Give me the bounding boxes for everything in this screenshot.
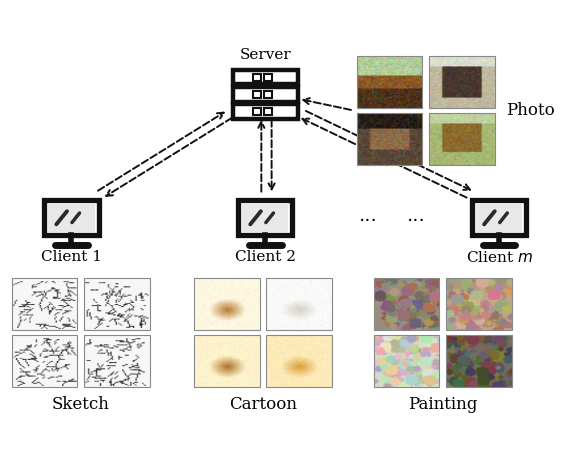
Bar — [233, 87, 298, 102]
Bar — [374, 335, 439, 387]
Bar — [264, 91, 272, 98]
Text: Client $m$: Client $m$ — [466, 250, 533, 265]
Bar — [264, 74, 272, 81]
Bar — [12, 278, 77, 330]
Text: Client 2: Client 2 — [235, 250, 296, 264]
Bar — [233, 104, 298, 119]
Text: Sketch: Sketch — [52, 396, 109, 413]
FancyArrowPatch shape — [306, 111, 470, 190]
Bar — [374, 278, 439, 330]
Text: ...: ... — [359, 206, 377, 225]
Text: Client 1: Client 1 — [41, 250, 102, 264]
Bar — [238, 200, 292, 235]
FancyArrowPatch shape — [258, 122, 264, 191]
Bar — [194, 278, 260, 330]
Bar — [267, 335, 332, 387]
Text: Cartoon: Cartoon — [229, 396, 297, 413]
Bar — [253, 74, 261, 81]
Text: Photo: Photo — [506, 102, 555, 119]
FancyArrowPatch shape — [268, 120, 275, 190]
Bar — [357, 113, 422, 165]
Bar — [357, 56, 422, 108]
Bar — [253, 108, 261, 115]
Bar — [242, 203, 289, 232]
Bar — [429, 113, 495, 165]
FancyArrowPatch shape — [106, 118, 232, 196]
Bar — [84, 335, 150, 387]
Text: Painting: Painting — [408, 396, 477, 413]
Bar — [253, 91, 261, 98]
Text: ...: ... — [407, 206, 426, 225]
FancyArrowPatch shape — [303, 119, 467, 197]
Bar — [476, 203, 522, 232]
Bar — [12, 335, 77, 387]
Bar — [267, 278, 332, 330]
Bar — [84, 278, 150, 330]
Bar — [472, 200, 526, 235]
FancyArrowPatch shape — [98, 113, 223, 191]
FancyArrowPatch shape — [303, 98, 351, 110]
Bar — [194, 335, 260, 387]
Bar — [44, 200, 98, 235]
Bar — [48, 203, 94, 232]
Bar — [264, 108, 272, 115]
Bar — [429, 56, 495, 108]
Bar — [233, 70, 298, 84]
Text: Server: Server — [239, 48, 291, 62]
Bar — [446, 278, 512, 330]
Bar — [446, 335, 512, 387]
